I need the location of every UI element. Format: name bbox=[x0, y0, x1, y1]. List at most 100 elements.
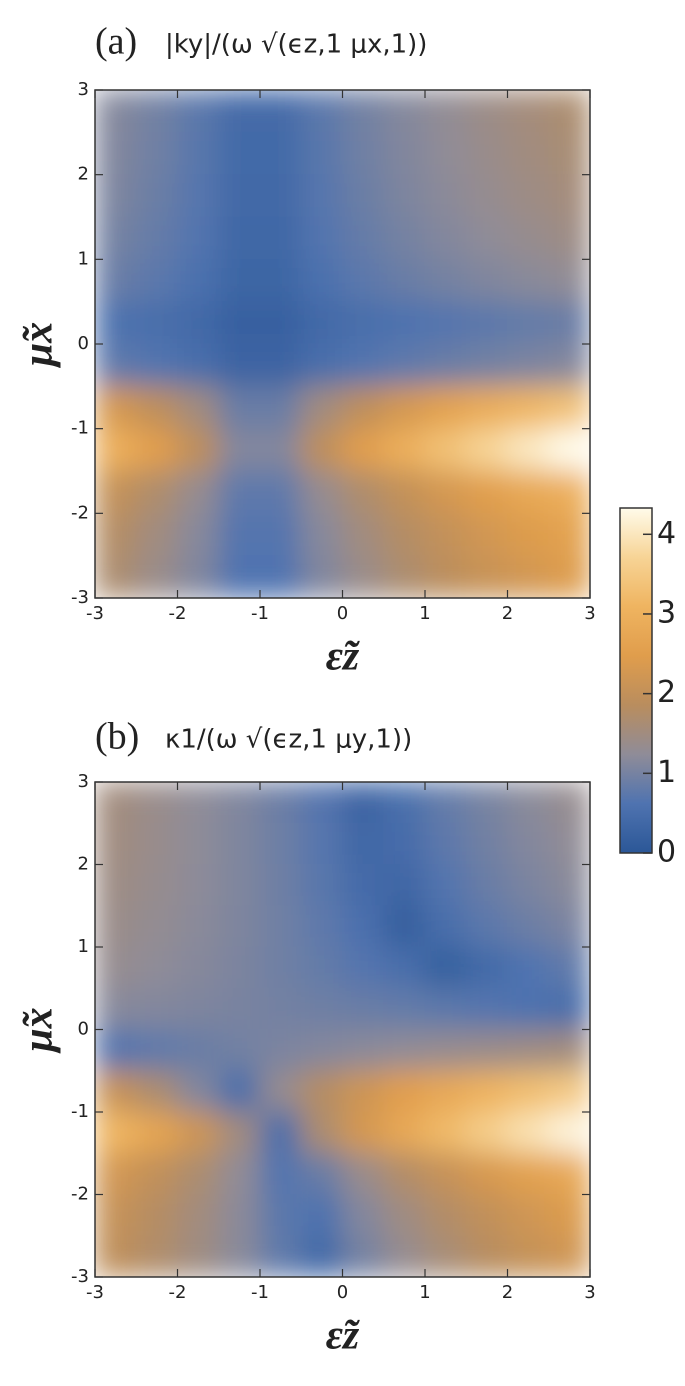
colorbar-tick-label: 4 bbox=[657, 516, 676, 551]
heatmap-cell bbox=[259, 1029, 302, 1072]
heatmap-cell bbox=[465, 1111, 508, 1154]
heatmap-cell bbox=[342, 301, 385, 345]
heatmap-cell bbox=[135, 90, 178, 133]
heatmap-cell bbox=[300, 1070, 343, 1113]
heatmap-cell bbox=[383, 174, 426, 218]
heatmap-cell bbox=[218, 1029, 261, 1072]
heatmap-cell bbox=[259, 174, 302, 218]
heatmap-cell bbox=[300, 343, 343, 387]
heatmap-cell bbox=[548, 131, 590, 176]
heatmap-cell bbox=[135, 470, 178, 514]
y-tick-label: -1 bbox=[71, 418, 89, 439]
heatmap-cell bbox=[424, 90, 467, 133]
heatmap-cell bbox=[218, 987, 261, 1030]
heatmap-cell bbox=[300, 428, 343, 472]
heatmap-cell bbox=[177, 174, 220, 218]
heatmap-cell bbox=[95, 301, 137, 345]
heatmap-cell bbox=[342, 1070, 385, 1113]
heatmap-cell bbox=[259, 1152, 302, 1195]
heatmap-cell bbox=[95, 905, 137, 948]
heatmap-cell bbox=[507, 470, 550, 514]
heatmap-cell bbox=[548, 1111, 590, 1154]
heatmap-cell bbox=[383, 385, 426, 430]
heatmap-cell bbox=[95, 782, 137, 824]
heatmap-cell bbox=[507, 1070, 550, 1113]
y-tick-label: -2 bbox=[71, 1184, 89, 1205]
heatmap-cell bbox=[507, 1152, 550, 1195]
y-tick-label: 1 bbox=[78, 248, 89, 269]
heatmap-cell bbox=[342, 385, 385, 430]
heatmap-cell bbox=[177, 1029, 220, 1072]
heatmap-cell bbox=[259, 1194, 302, 1237]
heatmap-cell bbox=[259, 864, 302, 907]
heatmap-cell bbox=[177, 1152, 220, 1195]
heatmap-cell bbox=[465, 782, 508, 824]
heatmap-cell bbox=[383, 1111, 426, 1154]
heatmap-cell bbox=[383, 1152, 426, 1195]
heatmap-cell bbox=[300, 864, 343, 907]
heatmap-cell bbox=[177, 512, 220, 557]
heatmap-cell bbox=[383, 1070, 426, 1113]
heatmap-cell bbox=[507, 1235, 550, 1277]
x-tick-label: 0 bbox=[337, 1282, 348, 1303]
heatmap-cell bbox=[95, 1235, 137, 1277]
heatmap-cell bbox=[548, 1029, 590, 1072]
heatmap-cell bbox=[218, 258, 261, 303]
y-tick-label: 0 bbox=[78, 1019, 89, 1040]
heatmap-cell bbox=[465, 470, 508, 514]
heatmap-cell bbox=[507, 301, 550, 345]
heatmap-cell bbox=[548, 343, 590, 387]
heatmap-cell bbox=[95, 512, 137, 557]
heatmap-cell bbox=[342, 343, 385, 387]
colorbar: 0 1 2 3 4 bbox=[619, 507, 676, 870]
heatmap-cell bbox=[135, 343, 178, 387]
heatmap-cell bbox=[135, 864, 178, 907]
heatmap-cell bbox=[177, 946, 220, 989]
heatmap-cell bbox=[507, 1194, 550, 1237]
heatmap-cell bbox=[424, 555, 467, 598]
heatmap-cell bbox=[95, 1070, 137, 1113]
colorbar-tick-label: 0 bbox=[657, 835, 676, 870]
heatmap-cell bbox=[507, 428, 550, 472]
heatmap-cell bbox=[95, 470, 137, 514]
heatmap-cell bbox=[383, 864, 426, 907]
heatmap-cell bbox=[135, 987, 178, 1030]
panel-label: (b) bbox=[95, 716, 139, 758]
heatmap-cell bbox=[95, 174, 137, 218]
heatmap-cell bbox=[465, 1235, 508, 1277]
heatmap-cell bbox=[259, 1111, 302, 1154]
heatmap-cell bbox=[548, 470, 590, 514]
heatmap-cell bbox=[465, 343, 508, 387]
heatmap-cell bbox=[177, 258, 220, 303]
heatmap-cell bbox=[383, 1235, 426, 1277]
heatmap-cell bbox=[342, 174, 385, 218]
heatmap-cell bbox=[383, 987, 426, 1030]
heatmap-cell bbox=[342, 1029, 385, 1072]
x-tick-label: 1 bbox=[419, 1282, 430, 1303]
heatmap-cell bbox=[548, 258, 590, 303]
heatmap-cell bbox=[135, 946, 178, 989]
heatmap-cell bbox=[507, 216, 550, 260]
heatmap-cell bbox=[465, 428, 508, 472]
heatmap-cell bbox=[548, 428, 590, 472]
x-tick-label: -2 bbox=[169, 1282, 187, 1303]
heatmap-cell bbox=[218, 1194, 261, 1237]
y-axis-label: μ̃x bbox=[16, 322, 62, 368]
heatmap-cell bbox=[383, 216, 426, 260]
y-tick-label: -3 bbox=[71, 587, 89, 608]
heatmap-cell bbox=[383, 782, 426, 824]
heatmap-cell bbox=[135, 555, 178, 598]
heatmap-cell bbox=[177, 555, 220, 598]
heatmap-cell bbox=[95, 1152, 137, 1195]
cells bbox=[95, 782, 590, 1277]
heatmap-panel: -3 -2 -1 0 1 2 3 -3 -2 -1 0 1 2 3 (b) κ1/(ω √(ϵz,1 μy,1… bbox=[16, 716, 596, 1359]
heatmap-cell bbox=[342, 90, 385, 133]
heatmap-cell bbox=[548, 864, 590, 907]
heatmap-cell bbox=[383, 90, 426, 133]
colorbar-tick-label: 1 bbox=[657, 755, 676, 790]
heatmap-cell bbox=[548, 1152, 590, 1195]
heatmap-cell bbox=[135, 301, 178, 345]
heatmap-cell bbox=[342, 905, 385, 948]
heatmap-cell bbox=[218, 131, 261, 176]
